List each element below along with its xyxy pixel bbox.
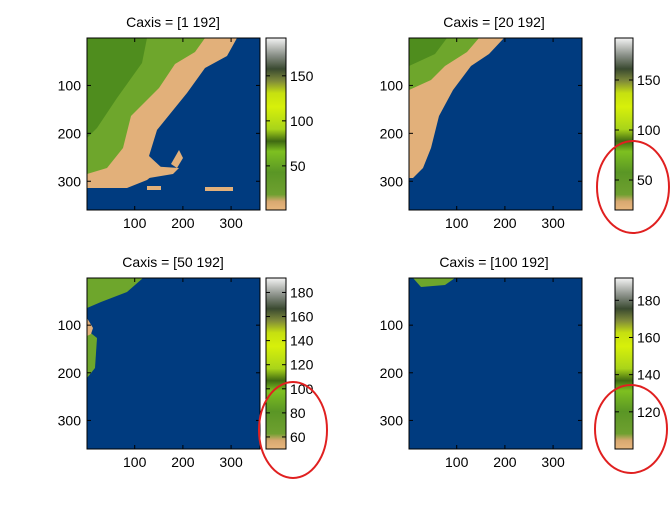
colorbar-tick-label: 150	[290, 68, 314, 84]
land-fragment	[413, 278, 455, 287]
colorbar-tick-label: 180	[637, 292, 661, 308]
plot-area	[87, 278, 260, 449]
colorbar-tick-label: 150	[637, 72, 661, 88]
colorbar-tick-label: 100	[637, 122, 661, 138]
y-tick-label: 100	[58, 77, 82, 93]
chart-panel-3: Caxis = [50 192] 100 200 300 100 200 300 60 80 10…	[58, 254, 328, 479]
highlight-ellipse	[594, 384, 668, 474]
x-tick-label: 200	[493, 454, 517, 470]
x-tick-label: 100	[123, 215, 147, 231]
colorbar-tick-label: 80	[290, 405, 306, 421]
land-highland	[87, 278, 143, 308]
y-tick-label: 200	[380, 125, 404, 141]
colorbar	[614, 37, 634, 211]
x-tick-label: 100	[445, 215, 469, 231]
land-edge	[87, 318, 93, 336]
colorbar-tick-label: 120	[290, 357, 314, 373]
x-tick-label: 200	[171, 454, 195, 470]
cape-tip	[171, 150, 183, 168]
y-tick-label: 300	[58, 412, 82, 428]
colorbar-tick-label: 160	[290, 309, 314, 325]
colorbar	[614, 277, 634, 450]
y-tick-label: 200	[380, 365, 404, 381]
highlight-ellipse	[596, 140, 670, 234]
y-tick-label: 100	[380, 77, 404, 93]
y-tick-label: 300	[58, 173, 82, 189]
chart-title: Caxis = [50 192]	[122, 254, 224, 270]
x-tick-label: 300	[219, 454, 243, 470]
colorbar-tick-label: 140	[290, 333, 314, 349]
colorbar	[265, 277, 287, 450]
y-tick-label: 200	[58, 125, 82, 141]
chart-panel-1: Caxis = [1 192] 100 200 300 100 200 300 50 100 15…	[58, 14, 314, 231]
x-tick-label: 200	[493, 215, 517, 231]
colorbar-tick-label: 100	[290, 113, 314, 129]
colorbar-tick-label: 120	[637, 404, 661, 420]
colorbar-tick-label: 140	[637, 367, 661, 383]
cape-region	[149, 166, 179, 178]
colorbar-tick-label: 50	[637, 172, 653, 188]
y-tick-label: 300	[380, 173, 404, 189]
colorbar-tick-label: 160	[637, 329, 661, 345]
x-tick-label: 100	[123, 454, 147, 470]
axes-frame	[408, 37, 583, 211]
island	[147, 186, 161, 190]
x-tick-label: 100	[445, 454, 469, 470]
y-tick-label: 100	[380, 317, 404, 333]
land-mountains	[409, 38, 447, 66]
chart-title: Caxis = [1 192]	[126, 14, 220, 30]
highlight-ellipse	[258, 381, 328, 479]
axes-frame	[86, 277, 261, 450]
plot-area	[409, 278, 582, 449]
x-tick-label: 300	[219, 215, 243, 231]
y-tick-label: 200	[58, 365, 82, 381]
chart-title: Caxis = [20 192]	[443, 14, 545, 30]
x-tick-label: 300	[541, 454, 565, 470]
y-tick-label: 100	[58, 317, 82, 333]
colorbar-tick-label: 50	[290, 158, 306, 174]
chart-title: Caxis = [100 192]	[439, 254, 548, 270]
chart-panel-4: Caxis = [100 192] 100 200 300 100 200 300 120 14…	[380, 254, 668, 474]
y-tick-label: 300	[380, 412, 404, 428]
axes-frame	[408, 277, 583, 450]
colorbar-tick-label: 100	[290, 381, 314, 397]
colorbar	[265, 37, 287, 211]
x-tick-label: 200	[171, 215, 195, 231]
colorbar-tick-label: 180	[290, 284, 314, 300]
x-tick-label: 300	[541, 215, 565, 231]
chart-panel-2: Caxis = [20 192] 100 200 300 100 200 300 50 100 1…	[380, 14, 670, 234]
island	[205, 187, 233, 191]
colorbar-tick-label: 60	[290, 429, 306, 445]
land-strip	[87, 330, 97, 378]
land-mountains	[87, 38, 147, 138]
axes-frame	[86, 37, 261, 211]
